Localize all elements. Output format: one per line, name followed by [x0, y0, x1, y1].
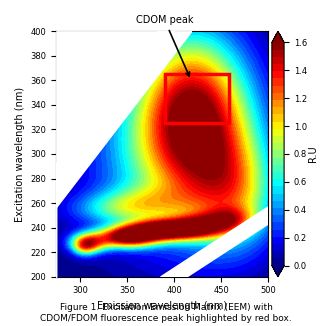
PathPatch shape: [272, 31, 284, 42]
Y-axis label: Excitation wavelength (nm): Excitation wavelength (nm): [15, 86, 25, 222]
Text: CDOM peak: CDOM peak: [136, 15, 194, 76]
X-axis label: Emission wavelength (nm): Emission wavelength (nm): [97, 301, 227, 311]
Text: Figure 1. Excitation Emission Matrix (EEM) with
CDOM/FDOM fluorescence peak high: Figure 1. Excitation Emission Matrix (EE…: [40, 303, 292, 323]
Bar: [165, 74, 229, 123]
PathPatch shape: [272, 266, 284, 277]
Y-axis label: R.U: R.U: [308, 146, 318, 162]
